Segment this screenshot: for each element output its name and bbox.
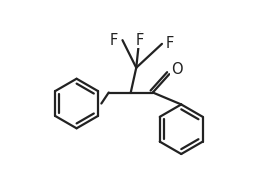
Text: F: F bbox=[166, 36, 174, 51]
Text: O: O bbox=[171, 62, 182, 77]
Text: F: F bbox=[136, 33, 144, 48]
Text: F: F bbox=[109, 33, 118, 48]
